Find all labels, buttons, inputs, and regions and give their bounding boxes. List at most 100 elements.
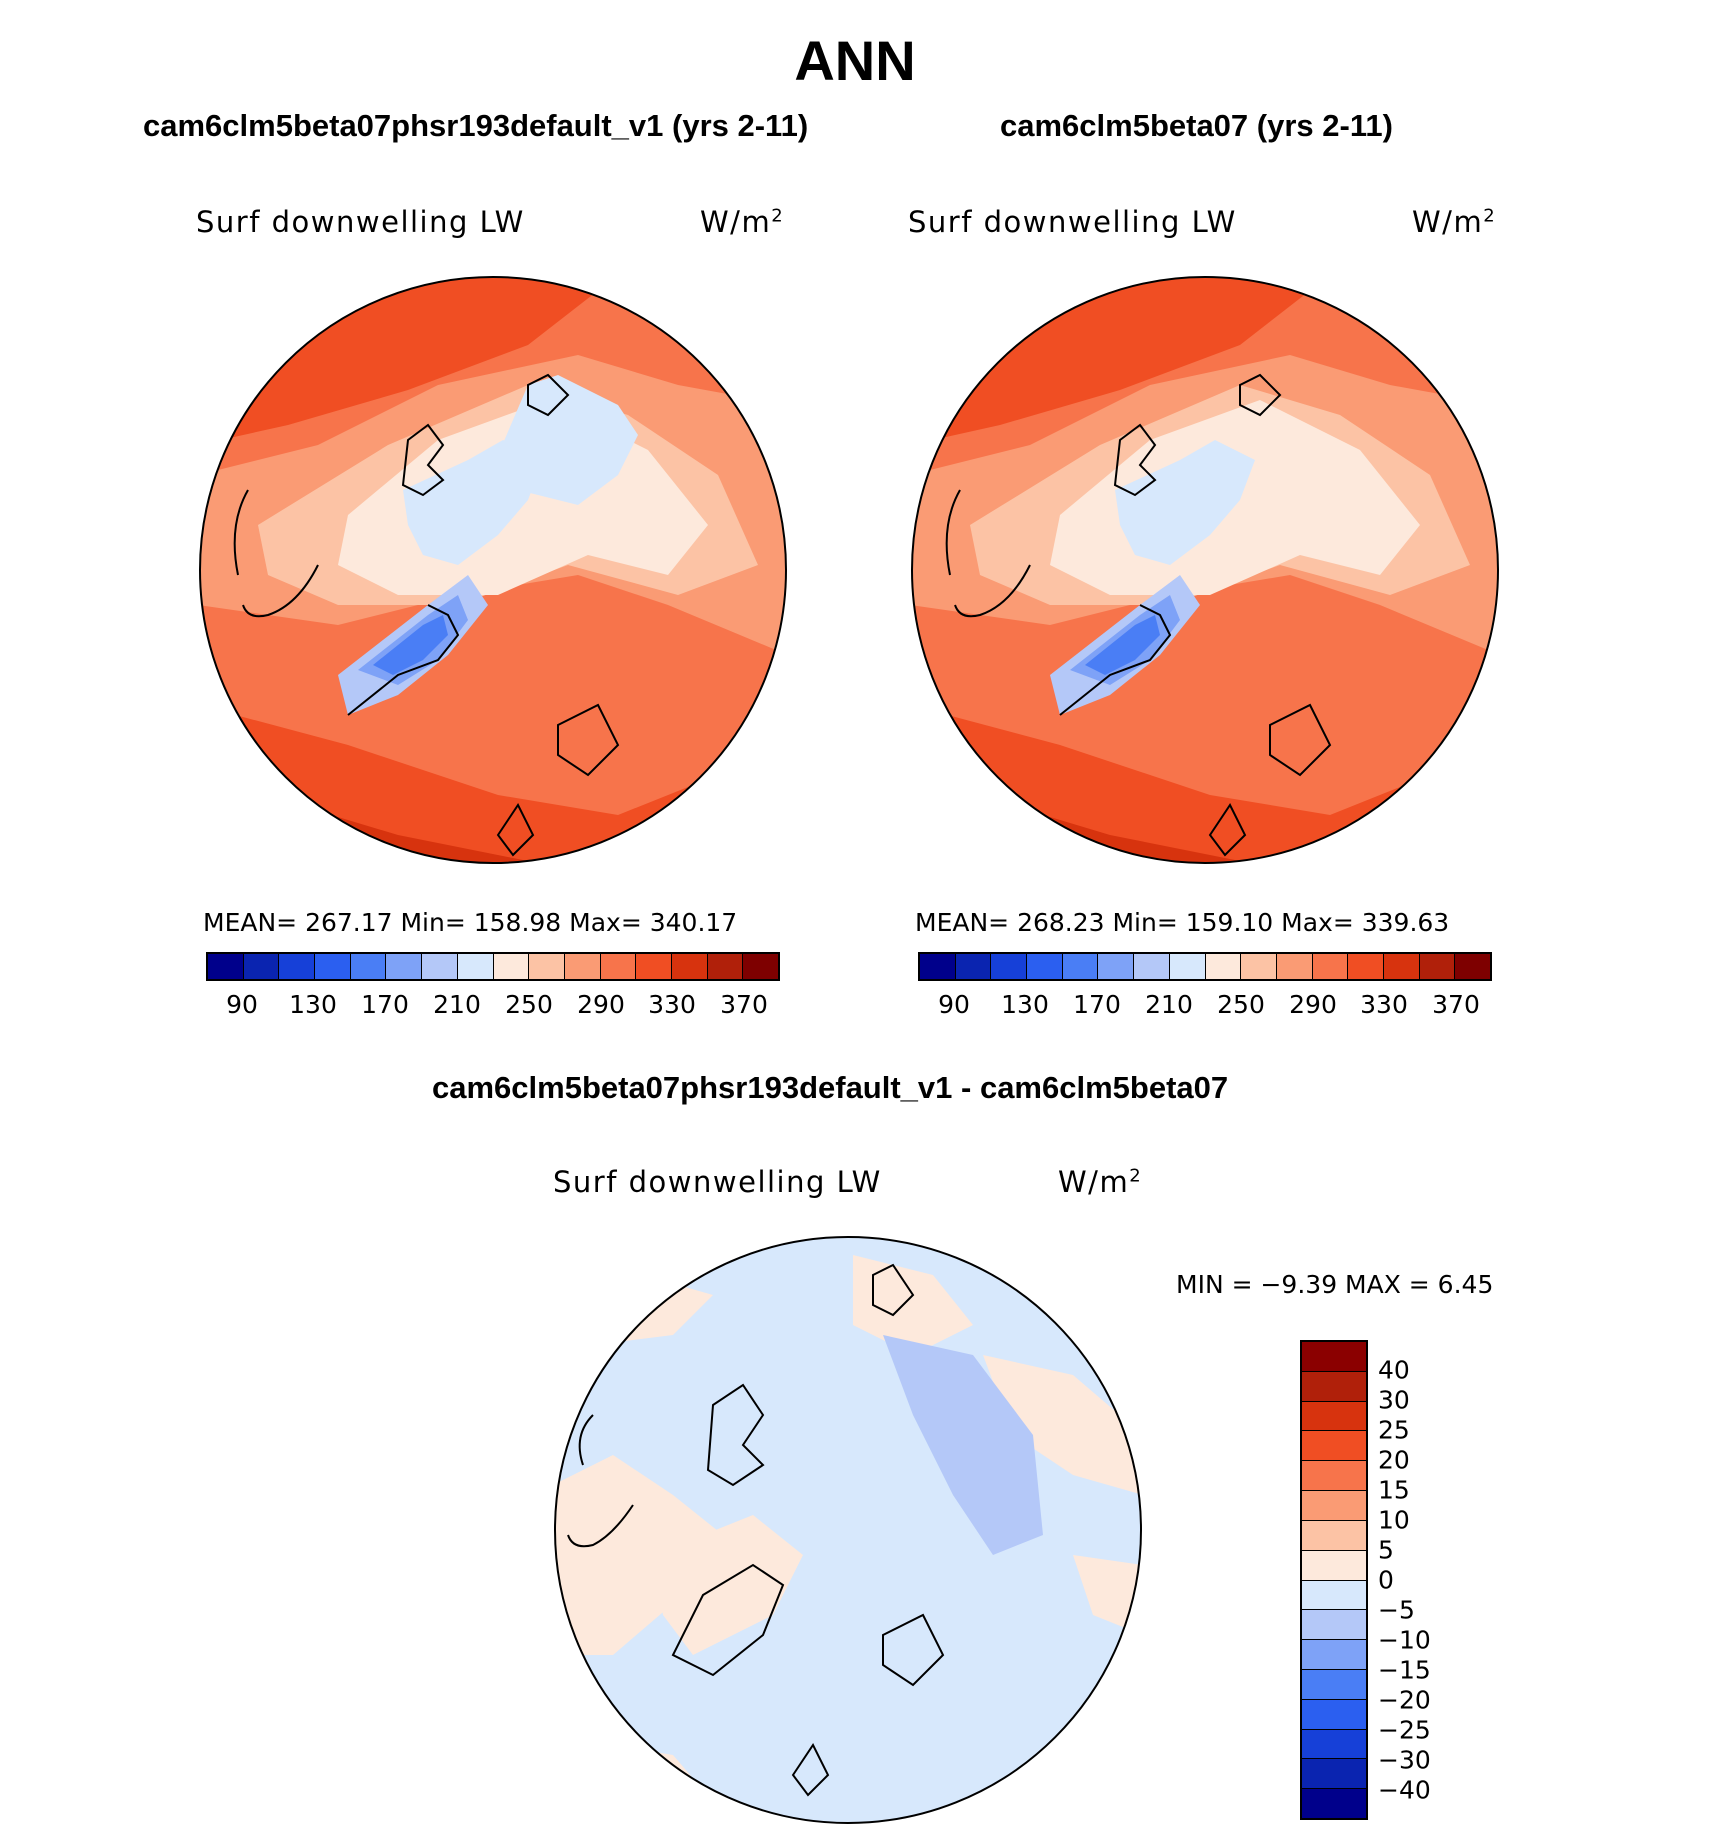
- cbar-swatch: [1027, 954, 1063, 979]
- cbar-swatch: [1302, 1759, 1366, 1790]
- cbar-swatch: [1169, 954, 1206, 979]
- diff-map: [554, 1236, 1142, 1824]
- cbar-swatch: [1302, 1342, 1366, 1372]
- cbar-tick: 170: [361, 990, 409, 1019]
- cbar-tick: 25: [1378, 1415, 1410, 1445]
- panel-2-case-title: cam6clm5beta07 (yrs 2-11): [1000, 108, 1393, 143]
- cbar-tick: −5: [1378, 1595, 1415, 1625]
- cbar-swatch: [743, 954, 778, 979]
- cbar-swatch: [422, 954, 458, 979]
- cbar-swatch: [1302, 1669, 1366, 1700]
- cbar-tick: 290: [577, 990, 625, 1019]
- cbar-swatch: [671, 954, 708, 979]
- cbar-swatch: [1134, 954, 1170, 979]
- cbar-tick: 30: [1378, 1385, 1410, 1415]
- cbar-tick: 15: [1378, 1475, 1410, 1505]
- panel-2-variable-label: Surf downwelling LW: [908, 205, 1237, 239]
- cbar-tick: −40: [1378, 1775, 1431, 1805]
- diff-units: W/m2: [1058, 1165, 1143, 1199]
- cbar-tick: −25: [1378, 1715, 1431, 1745]
- diff-colorbar-labels: 40 30 25 20 15 10 5 0 −5 −10 −15 −20 −25…: [1378, 1340, 1458, 1820]
- panel-2-units: W/m2: [1412, 205, 1497, 239]
- panel-2-colorbar-labels: 90 130 170 210 250 290 330 370: [918, 990, 1492, 1020]
- cbar-swatch: [457, 954, 494, 979]
- cbar-tick: 90: [226, 990, 258, 1019]
- cbar-tick: 370: [720, 990, 768, 1019]
- cbar-tick: 90: [938, 990, 970, 1019]
- cbar-tick: 170: [1073, 990, 1121, 1019]
- panel-1-case-title: cam6clm5beta07phsr193default_v1 (yrs 2-1…: [143, 108, 809, 143]
- cbar-swatch: [1302, 1431, 1366, 1462]
- cbar-swatch: [1205, 954, 1242, 979]
- cbar-swatch: [529, 954, 565, 979]
- cbar-swatch: [1302, 1610, 1366, 1641]
- cbar-swatch: [991, 954, 1028, 979]
- cbar-tick: 210: [433, 990, 481, 1019]
- cbar-tick: 250: [505, 990, 553, 1019]
- cbar-swatch: [1302, 1461, 1366, 1492]
- cbar-swatch: [1062, 954, 1099, 979]
- page-title: ANN: [794, 29, 916, 92]
- cbar-swatch: [208, 954, 244, 979]
- cbar-swatch: [315, 954, 351, 979]
- cbar-swatch: [1302, 1491, 1366, 1521]
- cbar-swatch: [493, 954, 530, 979]
- diff-title: cam6clm5beta07phsr193default_v1 - cam6cl…: [432, 1070, 1229, 1105]
- cbar-tick: 330: [648, 990, 696, 1019]
- cbar-tick: 20: [1378, 1445, 1410, 1475]
- cbar-tick: −30: [1378, 1745, 1431, 1775]
- cbar-swatch: [1276, 954, 1313, 979]
- cbar-tick: 5: [1378, 1535, 1394, 1565]
- cbar-tick: 330: [1360, 990, 1408, 1019]
- panel-1-stats: MEAN= 267.17 Min= 158.98 Max= 340.17: [203, 908, 738, 937]
- panel-1-colorbar-labels: 90 130 170 210 250 290 330 370: [206, 990, 780, 1020]
- panel-1-map: [199, 276, 787, 864]
- cbar-swatch: [386, 954, 423, 979]
- panel-2-stats: MEAN= 268.23 Min= 159.10 Max= 339.63: [915, 908, 1450, 937]
- cbar-tick: 40: [1378, 1355, 1410, 1385]
- cbar-swatch: [1098, 954, 1135, 979]
- cbar-swatch: [1302, 1550, 1366, 1581]
- diff-variable-label: Surf downwelling LW: [553, 1165, 882, 1199]
- panel-1-units: W/m2: [700, 205, 785, 239]
- panel-1-colorbar: [206, 952, 780, 981]
- cbar-swatch: [1302, 1580, 1366, 1611]
- cbar-tick: 370: [1432, 990, 1480, 1019]
- cbar-swatch: [707, 954, 744, 979]
- cbar-tick: 10: [1378, 1505, 1410, 1535]
- cbar-tick: 210: [1145, 990, 1193, 1019]
- cbar-tick: 250: [1217, 990, 1265, 1019]
- cbar-swatch: [564, 954, 601, 979]
- diff-minmax: MIN = −9.39 MAX = 6.45: [1176, 1270, 1494, 1299]
- cbar-tick: −10: [1378, 1625, 1431, 1655]
- cbar-swatch: [1302, 1640, 1366, 1670]
- panel-2-colorbar: [918, 952, 1492, 981]
- cbar-tick: 130: [1001, 990, 1049, 1019]
- cbar-swatch: [1302, 1699, 1366, 1730]
- panel-1-variable-label: Surf downwelling LW: [196, 205, 525, 239]
- cbar-tick: −20: [1378, 1685, 1431, 1715]
- cbar-swatch: [1241, 954, 1277, 979]
- cbar-tick: 0: [1378, 1565, 1394, 1595]
- cbar-swatch: [1383, 954, 1420, 979]
- cbar-swatch: [920, 954, 956, 979]
- cbar-swatch: [279, 954, 316, 979]
- cbar-swatch: [1302, 1520, 1366, 1551]
- diff-colorbar: [1300, 1340, 1368, 1820]
- cbar-swatch: [1302, 1729, 1366, 1760]
- cbar-swatch: [1419, 954, 1456, 979]
- cbar-swatch: [1302, 1789, 1366, 1818]
- cbar-swatch: [1312, 954, 1349, 979]
- cbar-swatch: [350, 954, 387, 979]
- cbar-swatch: [243, 954, 280, 979]
- cbar-swatch: [1302, 1371, 1366, 1402]
- cbar-tick: 290: [1289, 990, 1337, 1019]
- cbar-swatch: [955, 954, 992, 979]
- panel-2-map: [911, 276, 1499, 864]
- cbar-tick: 130: [289, 990, 337, 1019]
- cbar-swatch: [1348, 954, 1384, 979]
- cbar-swatch: [636, 954, 672, 979]
- cbar-swatch: [1302, 1401, 1366, 1432]
- cbar-swatch: [1455, 954, 1490, 979]
- cbar-tick: −15: [1378, 1655, 1431, 1685]
